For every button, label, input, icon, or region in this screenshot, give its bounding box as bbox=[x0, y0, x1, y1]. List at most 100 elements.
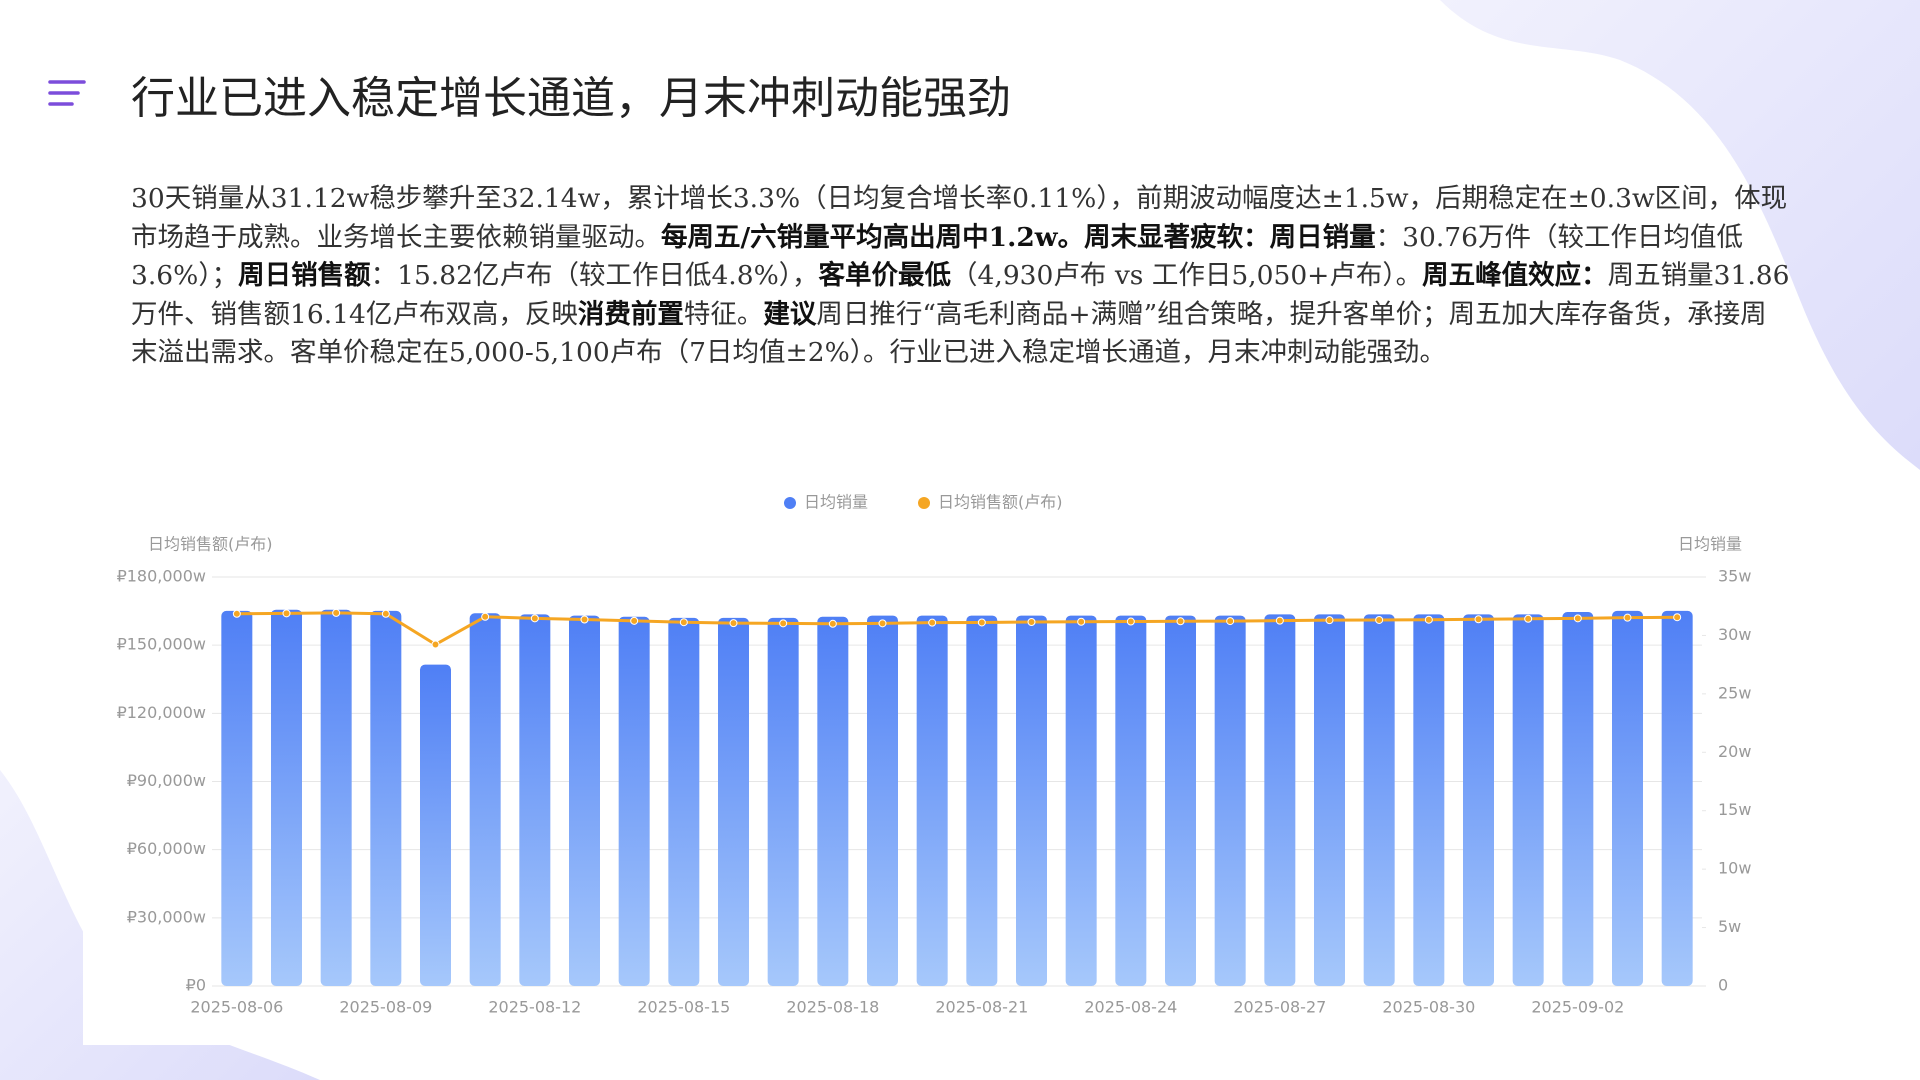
y-tick-label: ₽60,000w bbox=[127, 839, 206, 858]
line-point bbox=[580, 615, 589, 624]
x-tick-label: 2025-08-21 bbox=[935, 998, 1028, 1017]
menu-icon bbox=[48, 80, 86, 106]
bold-text: 客单价最低 bbox=[818, 260, 952, 291]
y-tick-label: ₽120,000w bbox=[117, 703, 206, 722]
line-point bbox=[431, 640, 440, 649]
legend-marker bbox=[918, 497, 931, 509]
line-point bbox=[381, 609, 390, 618]
bold-text: 周五峰值效应： bbox=[1422, 260, 1608, 291]
paragraph: 30天销量从31.12w稳步攀升至32.14w，累计增长3.3%（日均复合增长率… bbox=[131, 180, 1791, 373]
line-point bbox=[1623, 613, 1632, 622]
decor-blob bbox=[0, 770, 320, 1080]
x-tick-label: 2025-08-12 bbox=[488, 998, 581, 1017]
x-tick-label: 2025-08-15 bbox=[637, 998, 730, 1017]
text: 特征。 bbox=[683, 298, 764, 330]
line-point bbox=[1673, 613, 1682, 622]
line-point bbox=[481, 612, 490, 621]
bold-text: 每周五/六销量平均高出周中1.2w。周末显著疲软：周日销量 bbox=[661, 221, 1376, 253]
bar bbox=[1214, 615, 1246, 986]
x-tick-label: 2025-08-27 bbox=[1233, 998, 1326, 1017]
x-tick-label: 2025-08-30 bbox=[1382, 998, 1475, 1017]
y-tick-label: ₽180,000w bbox=[117, 567, 206, 586]
bar bbox=[1165, 615, 1196, 986]
text: 周日推行“高毛利商品+满赠”组合策略，提升客单价；周五加大库存备货，承接周末溢出… bbox=[131, 298, 1767, 369]
line-point bbox=[1375, 615, 1384, 624]
bar bbox=[966, 615, 998, 986]
title: 行业已进入稳定增长通道，月末冲刺动能强劲 bbox=[131, 73, 1011, 124]
bar bbox=[271, 609, 302, 986]
y2-tick-label: 15w bbox=[1718, 800, 1751, 819]
line-point bbox=[928, 618, 937, 627]
bar bbox=[370, 610, 402, 986]
line-point bbox=[1126, 617, 1135, 626]
line-point bbox=[828, 619, 837, 628]
line-point bbox=[1424, 615, 1433, 624]
bar bbox=[767, 617, 799, 986]
bar bbox=[1413, 614, 1445, 986]
bar bbox=[668, 617, 700, 986]
line-point bbox=[679, 618, 688, 627]
legend-marker bbox=[784, 497, 796, 509]
line-point bbox=[878, 619, 887, 628]
line-point bbox=[1226, 617, 1235, 626]
bar bbox=[817, 616, 849, 986]
bar bbox=[420, 664, 451, 986]
x-tick-label: 2025-08-09 bbox=[339, 998, 432, 1017]
y-tick-label: ₽0 bbox=[186, 976, 206, 995]
bar bbox=[569, 615, 600, 986]
line-point bbox=[977, 618, 986, 627]
line-point bbox=[1325, 616, 1334, 625]
bold-text: 周日销售额 bbox=[238, 260, 371, 291]
y2-tick-label: 5w bbox=[1718, 917, 1741, 936]
bar bbox=[320, 609, 352, 986]
y2-axis-title: 日均销量 bbox=[1678, 535, 1742, 554]
text: （4,930卢布 vs 工作日5,050+卢布）。 bbox=[951, 260, 1423, 291]
bar bbox=[867, 615, 898, 986]
bar bbox=[1512, 614, 1544, 986]
text: 30天销量从31.12w稳步攀升至32.14w，累计增长3.3%（日均复合增长率… bbox=[131, 183, 1788, 253]
bar bbox=[1264, 614, 1296, 986]
bar bbox=[469, 613, 501, 986]
x-tick-label: 2025-08-06 bbox=[190, 998, 283, 1017]
text: 周五销量31.86万件、销售额16.14亿卢布双高，反映 bbox=[131, 260, 1790, 330]
line-point bbox=[530, 614, 539, 623]
y-tick-label: ₽30,000w bbox=[127, 907, 206, 926]
legend-label: 日均销量 bbox=[804, 493, 868, 512]
legend-label: 日均销售额(卢布) bbox=[938, 493, 1063, 512]
x-tick-label: 2025-08-24 bbox=[1084, 998, 1177, 1017]
y-axis-title: 日均销售额(卢布) bbox=[148, 535, 273, 554]
bar bbox=[916, 615, 948, 986]
y2-tick-label: 0 bbox=[1718, 976, 1728, 995]
bar bbox=[519, 614, 551, 986]
line-point bbox=[1275, 616, 1284, 625]
bar bbox=[1115, 615, 1147, 986]
line-point bbox=[1573, 614, 1582, 623]
x-tick-label: 2025-08-18 bbox=[786, 998, 879, 1017]
line-point bbox=[332, 608, 341, 617]
line-point bbox=[1027, 617, 1036, 626]
line-point bbox=[779, 619, 788, 628]
y2-tick-label: 25w bbox=[1718, 683, 1751, 702]
line-point bbox=[282, 609, 291, 618]
y2-tick-label: 30w bbox=[1718, 625, 1751, 644]
bar bbox=[1661, 610, 1693, 986]
bold-text: 建议 bbox=[763, 298, 817, 330]
line-point bbox=[232, 609, 241, 618]
bar bbox=[1612, 610, 1643, 986]
line-point bbox=[1077, 617, 1086, 626]
bar bbox=[1363, 614, 1395, 986]
bar bbox=[221, 610, 253, 986]
line-point bbox=[1176, 617, 1185, 626]
y2-tick-label: 10w bbox=[1718, 859, 1751, 878]
line bbox=[236, 611, 1678, 647]
line-point bbox=[729, 619, 738, 628]
line-point bbox=[630, 616, 639, 625]
line-point bbox=[1524, 614, 1533, 623]
text: ：15.82亿卢布（较工作日低4.8%）， bbox=[370, 260, 819, 291]
x-tick-label: 2025-09-02 bbox=[1531, 998, 1624, 1017]
bar bbox=[1314, 614, 1345, 986]
y-tick-label: ₽150,000w bbox=[117, 635, 206, 654]
line-point bbox=[1474, 615, 1483, 624]
